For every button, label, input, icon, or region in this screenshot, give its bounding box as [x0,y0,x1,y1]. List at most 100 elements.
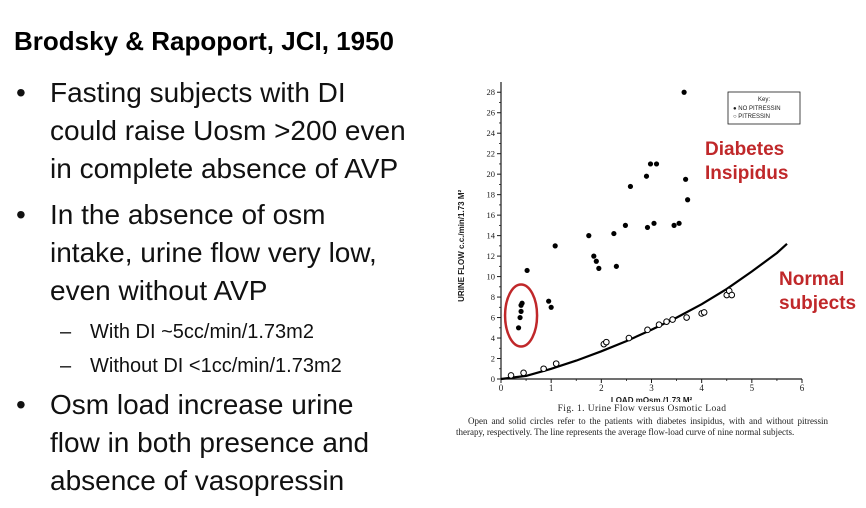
sub-bullet-marker: – [60,355,72,377]
data-point-no-pitressin [591,253,597,259]
y-tick-label: 8 [491,292,495,302]
data-point-no-pitressin [552,243,558,249]
normal-annotation-line: subjects [779,293,857,314]
data-point-pitressin [683,314,690,321]
data-point-pitressin [728,291,736,299]
data-point-no-pitressin [548,304,554,310]
bullet-item-1: • Fasting subjects with DI could raise U… [14,74,434,188]
y-tick-label: 18 [487,190,496,200]
y-tick-label: 4 [491,333,496,343]
bullet-list: • Fasting subjects with DI could raise U… [14,74,434,508]
sub-bullet-text: With DI ~5cc/min/1.73m2 [90,321,314,343]
di-annotation-line: Diabetes [705,139,785,160]
caption-text: Open and solid circles refer to the pati… [456,416,828,437]
data-point-pitressin [507,372,515,379]
bullet-line: absence of vasopressin [50,465,345,496]
di-annotation-line: Insipidus [705,163,789,184]
x-tick-label: 6 [800,383,805,393]
sub-bullet-marker: – [60,321,72,343]
data-point-no-pitressin [622,222,629,228]
y-tick-label: 16 [487,210,496,220]
legend-item: ● NO PITRESSIN [733,106,781,112]
figure-caption: Fig. 1. Urine Flow versus Osmotic Load O… [456,404,828,438]
data-point-no-pitressin [518,308,524,315]
data-point-no-pitressin [613,263,619,269]
data-point-pitressin [663,318,670,325]
bullet-line: Fasting subjects with DI [50,77,346,108]
x-axis-label: LOAD mOsm./1.73 M² [611,396,693,402]
x-tick-label: 2 [599,383,604,393]
data-point-no-pitressin [517,314,523,321]
data-point-no-pitressin [643,173,650,179]
data-point-no-pitressin [596,265,602,271]
data-point-pitressin [540,365,547,373]
y-tick-label: 0 [491,374,495,384]
data-point-pitressin [655,321,663,329]
data-point-no-pitressin [683,176,689,182]
highlight-ellipse [503,283,539,348]
caption-title: Fig. 1. Urine Flow versus Osmotic Load [557,404,727,414]
y-tick-label: 26 [487,108,496,118]
data-point-pitressin [603,338,610,346]
data-point-no-pitressin [653,161,660,167]
data-point-no-pitressin [647,161,654,167]
data-point-no-pitressin [611,230,617,237]
x-tick-label: 4 [699,383,704,393]
y-tick-label: 20 [487,169,496,179]
figure: 0 2 4 6 8 10 12 14 16 18 20 22 24 26 28 0 1 2 3 4 5 6 LOAD mOs… [436,72,866,472]
sub-bullet-item-1: – With DI ~5cc/min/1.73m2 [14,318,434,346]
bullet-line: Osm load increase urine [50,389,354,420]
data-point-pitressin [520,369,527,377]
y-tick-label: 6 [491,313,495,323]
data-point-no-pitressin [644,224,651,231]
data-point-no-pitressin [671,222,677,228]
bullet-line: intake, urine flow very low, [50,237,377,268]
x-tick-label: 1 [549,383,554,393]
y-axis-label: URINE FLOW c.c./min/1.73 M² [457,190,466,302]
normal-curve-line [500,242,788,381]
bullet-marker: • [16,199,26,230]
bullet-marker: • [16,389,26,420]
bullet-line: even without AVP [50,275,268,306]
y-tick-label: 22 [487,149,496,159]
legend-item: ○ PITRESSIN [733,114,770,120]
bullet-line: flow in both presence and [50,427,370,458]
bullet-item-3: • Osm load increase urine flow in both p… [14,386,434,500]
y-tick-label: 14 [487,231,496,241]
data-point-no-pitressin [586,233,592,239]
y-tick-label: 28 [487,87,496,97]
legend-title: Key: [758,97,770,103]
x-tick-label: 5 [750,383,755,393]
data-point-pitressin [700,309,708,316]
x-tick-label: 3 [649,383,654,393]
data-point-no-pitressin [681,89,687,95]
y-tick-label: 10 [487,272,496,282]
data-point-no-pitressin [627,183,634,190]
data-point-pitressin [644,326,651,334]
di-annotation: Diabetes Insipidus [705,138,788,186]
data-point-no-pitressin [685,197,691,203]
data-point-no-pitressin [651,220,657,226]
y-tick-label: 24 [487,128,496,138]
data-point-pitressin [625,334,633,342]
normal-annotation: Normal subjects [779,268,856,316]
data-point-no-pitressin [546,298,552,304]
sub-bullet-text: Without DI <1cc/min/1.73m2 [90,355,342,377]
data-point-no-pitressin [676,220,682,226]
x-tick-label: 0 [499,383,504,393]
y-tick-label: 2 [491,354,495,364]
legend-box [727,91,801,125]
data-point-no-pitressin [515,325,522,331]
bullet-line: In the absence of osm [50,199,326,230]
bullet-marker: • [16,77,26,108]
data-point-no-pitressin [519,300,525,306]
data-point-no-pitressin [593,258,599,264]
data-point-pitressin [552,360,560,367]
data-point-pitressin [669,316,676,323]
y-tick-label: 12 [487,251,496,261]
data-point-no-pitressin [524,267,530,274]
bullet-line: in complete absence of AVP [50,153,399,184]
sub-bullet-item-2: – Without DI <1cc/min/1.73m2 [14,352,434,380]
slide-title: Brodsky & Rapoport, JCI, 1950 [14,26,394,56]
bullet-line: could raise Uosm >200 even [50,115,406,146]
